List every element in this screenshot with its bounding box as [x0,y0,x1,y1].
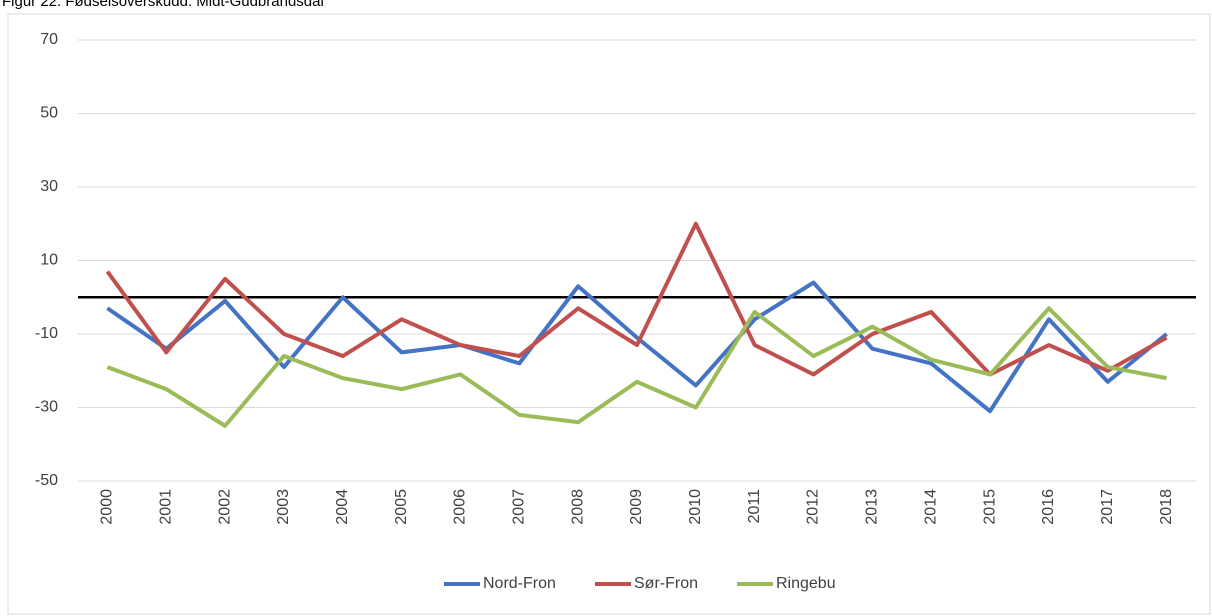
y-tick-label: 50 [40,105,58,122]
x-tick-label: 2002 [216,489,233,525]
y-tick-label: -50 [35,472,58,489]
x-tick-label: 2000 [99,489,116,525]
y-tick-label: 10 [40,252,58,269]
x-tick-label: 2001 [157,489,174,525]
x-tick-label: 2006 [452,489,469,525]
legend-label: Sør-Fron [634,575,698,592]
x-tick-label: 2015 [981,489,998,525]
x-tick-label: 2014 [922,489,939,525]
x-tick-label: 2017 [1099,489,1116,525]
x-tick-label: 2004 [334,489,351,525]
series-line [106,280,1168,414]
x-tick-label: 2005 [393,489,410,525]
legend-label: Nord-Fron [483,575,556,592]
x-tick-label: 2012 [805,489,822,525]
chart-title: Figur 22. Fødselsoverskudd. Midt-Gudbran… [2,0,324,10]
y-tick-label: 30 [40,178,58,195]
x-tick-label: 2009 [628,489,645,525]
y-tick-label: 70 [40,31,58,48]
x-tick-label: 2007 [511,489,528,525]
x-tick-label: 2013 [864,489,881,525]
x-tick-label: 2011 [746,489,763,524]
x-tick-label: 2010 [687,489,704,525]
x-tick-label: 2016 [1040,489,1057,525]
x-tick-label: 2008 [569,489,586,525]
y-tick-label: -10 [35,325,58,342]
y-tick-label: -30 [35,399,58,416]
legend-label: Ringebu [776,575,836,592]
x-tick-label: 2003 [275,489,292,525]
series-line [106,306,1167,428]
x-tick-label: 2018 [1158,489,1175,525]
